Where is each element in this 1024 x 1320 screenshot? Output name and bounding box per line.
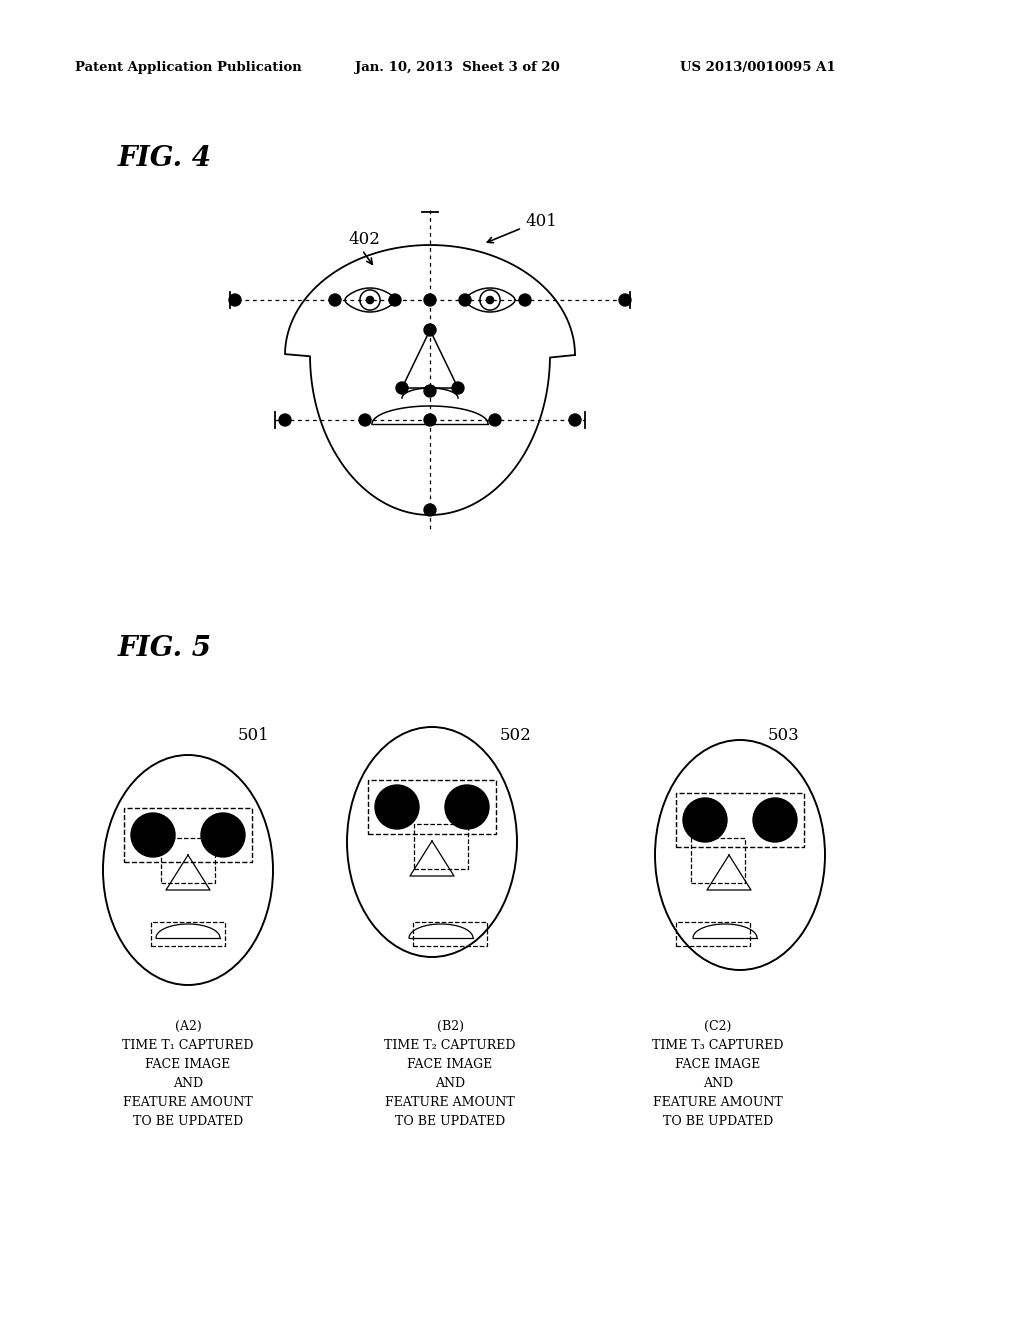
Circle shape: [445, 785, 489, 829]
Text: 401: 401: [525, 214, 557, 231]
Text: FIG. 4: FIG. 4: [118, 144, 212, 172]
Circle shape: [389, 294, 401, 306]
Circle shape: [489, 414, 501, 426]
Circle shape: [459, 294, 471, 306]
Circle shape: [201, 813, 245, 857]
Text: US 2013/0010095 A1: US 2013/0010095 A1: [680, 62, 836, 74]
Circle shape: [424, 414, 436, 426]
Circle shape: [329, 294, 341, 306]
Text: (A2)
TIME T₁ CAPTURED
FACE IMAGE
AND
FEATURE AMOUNT
TO BE UPDATED: (A2) TIME T₁ CAPTURED FACE IMAGE AND FEA…: [122, 1020, 254, 1129]
Circle shape: [424, 323, 436, 337]
Circle shape: [424, 504, 436, 516]
Circle shape: [424, 294, 436, 306]
Text: 502: 502: [500, 726, 531, 743]
Circle shape: [375, 785, 419, 829]
Circle shape: [618, 294, 631, 306]
Circle shape: [359, 414, 371, 426]
Text: 501: 501: [238, 726, 269, 743]
Circle shape: [279, 414, 291, 426]
Circle shape: [229, 294, 241, 306]
Text: Jan. 10, 2013  Sheet 3 of 20: Jan. 10, 2013 Sheet 3 of 20: [355, 62, 560, 74]
Circle shape: [131, 813, 175, 857]
Circle shape: [367, 297, 374, 304]
Text: (C2)
TIME T₃ CAPTURED
FACE IMAGE
AND
FEATURE AMOUNT
TO BE UPDATED: (C2) TIME T₃ CAPTURED FACE IMAGE AND FEA…: [652, 1020, 783, 1129]
Circle shape: [452, 381, 464, 393]
Circle shape: [753, 799, 797, 842]
Circle shape: [396, 381, 408, 393]
Text: FIG. 5: FIG. 5: [118, 635, 212, 661]
Circle shape: [424, 385, 436, 397]
Circle shape: [683, 799, 727, 842]
Text: 503: 503: [768, 726, 800, 743]
Circle shape: [519, 294, 531, 306]
Circle shape: [569, 414, 581, 426]
Circle shape: [486, 297, 494, 304]
Text: 402: 402: [348, 231, 380, 248]
Text: (B2)
TIME T₂ CAPTURED
FACE IMAGE
AND
FEATURE AMOUNT
TO BE UPDATED: (B2) TIME T₂ CAPTURED FACE IMAGE AND FEA…: [384, 1020, 516, 1129]
Text: Patent Application Publication: Patent Application Publication: [75, 62, 302, 74]
